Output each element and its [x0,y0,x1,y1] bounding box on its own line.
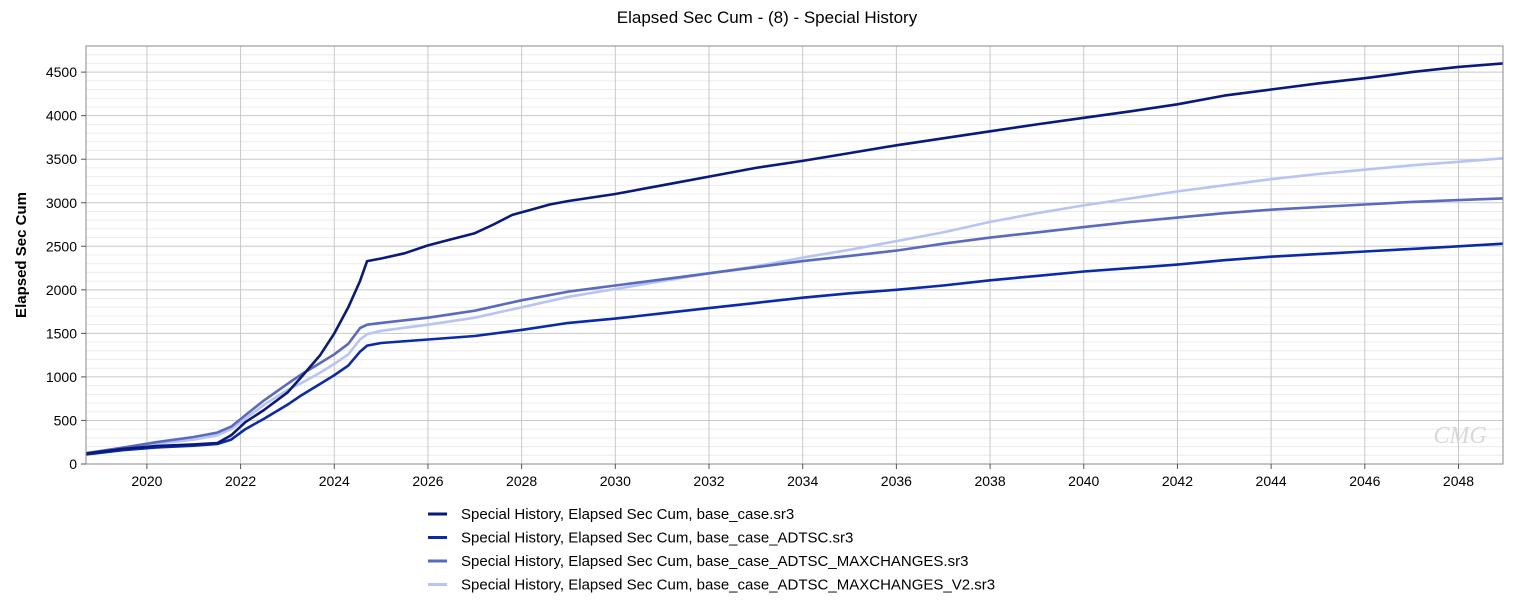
y-tick-label: 4500 [46,64,77,80]
y-tick-label: 1500 [46,325,77,341]
legend-entry-1: Special History, Elapsed Sec Cum, base_c… [461,506,794,523]
series-line-4 [85,157,1504,456]
series-layer [85,62,1504,456]
x-tick-label: 2024 [319,473,350,489]
x-tick-label: 2042 [1162,473,1193,489]
y-tick-label: 2500 [46,238,77,254]
x-tick-label: 2044 [1256,473,1287,489]
x-tick-label: 2022 [225,473,256,489]
x-tick-label: 2036 [881,473,912,489]
x-tick-label: 2026 [412,473,443,489]
x-tick-label: 2034 [787,473,818,489]
legend: Special History, Elapsed Sec Cum, base_c… [428,506,995,594]
cmg-watermark: CMG [1433,423,1486,449]
x-tick-label: 2028 [506,473,537,489]
x-tick-label: 2040 [1068,473,1099,489]
x-tick-label: 2020 [131,473,162,489]
y-tick-label: 0 [69,456,77,472]
y-tick-label: 3000 [46,195,77,211]
chart-title: Elapsed Sec Cum - (8) - Special History [617,8,918,27]
y-tick-label: 4000 [46,108,77,124]
legend-entry-3: Special History, Elapsed Sec Cum, base_c… [461,553,968,570]
y-tick-label: 1000 [46,369,77,385]
y-tick-label: 3500 [46,151,77,167]
x-tick-label: 2030 [600,473,631,489]
plot-frame [85,45,1504,465]
x-tick-label: 2032 [693,473,724,489]
axis-layer: 0 500 1000 1500 2000 2500 3000 3500 4000 4500 2020… [46,64,1474,489]
y-tick-label: 2000 [46,282,77,298]
x-tick-label: 2046 [1349,473,1380,489]
series-line-1 [85,62,1504,455]
x-tick-label: 2038 [974,473,1005,489]
y-tick-label: 500 [54,412,78,428]
series-line-3 [85,197,1504,455]
y-axis-label: Elapsed Sec Cum [13,192,30,318]
legend-entry-2: Special History, Elapsed Sec Cum, base_c… [461,530,853,547]
x-tick-label: 2048 [1443,473,1474,489]
series-line-2 [85,242,1504,456]
legend-entry-4: Special History, Elapsed Sec Cum, base_c… [461,577,995,594]
